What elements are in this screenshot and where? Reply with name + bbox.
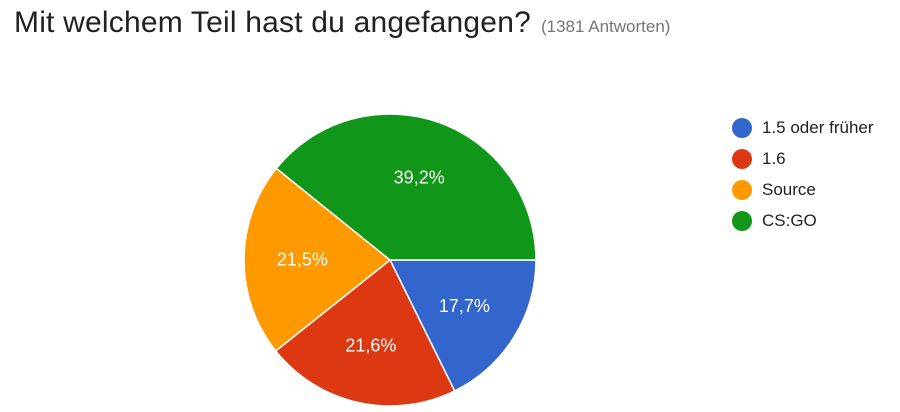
pie-slice-2 [274, 258, 456, 407]
legend-label-3: Source [762, 179, 816, 199]
pie-slice-label-3: 21,5% [277, 250, 328, 270]
legend-swatch-1 [732, 117, 752, 138]
legend-item-2: 1.6 [732, 143, 874, 174]
response-count: (1381 Antworten) [540, 17, 671, 36]
pie-slice-labels: 17,7% 21,6% 21,5% 39,2% [277, 167, 490, 355]
pie-slice-1 [388, 259, 537, 392]
legend-label-4: CS:GO [762, 210, 817, 230]
legend-swatch-2 [732, 148, 752, 169]
pie-slice-4 [275, 113, 537, 261]
legend-item-3: Source [732, 174, 874, 205]
chart-title: Mit welchem Teil hast du angefangen? [14, 6, 531, 39]
pie-slice-label-4: 39,2% [394, 167, 445, 187]
legend-swatch-4 [732, 210, 752, 231]
legend-item-4: CS:GO [732, 205, 874, 236]
chart-legend: 1.5 oder früher 1.6 Source CS:GO [732, 112, 874, 236]
legend-item-1: 1.5 oder früher [732, 112, 874, 143]
pie-slice-label-2: 21,6% [345, 336, 396, 356]
pie-slice-3 [243, 167, 392, 352]
chart-header: Mit welchem Teil hast du angefangen? (138… [14, 6, 670, 40]
legend-swatch-3 [732, 179, 752, 200]
pie-slice-label-1: 17,7% [439, 296, 490, 316]
legend-label-2: 1.6 [762, 148, 786, 168]
legend-label-1: 1.5 oder früher [762, 117, 874, 137]
pie-slices [243, 113, 537, 407]
